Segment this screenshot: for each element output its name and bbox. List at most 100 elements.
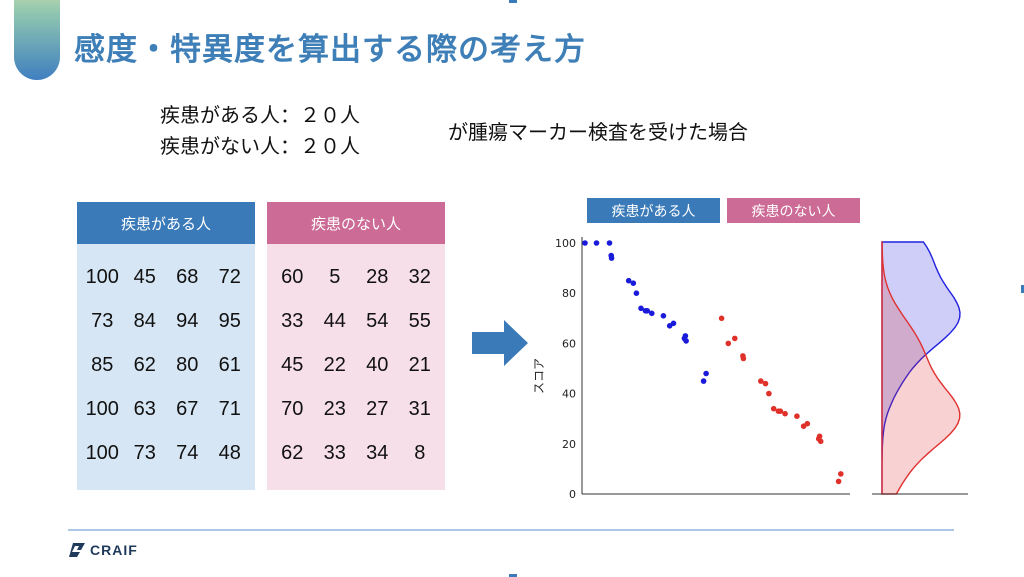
scatter-point <box>593 240 600 246</box>
score-cell: 55 <box>408 309 431 332</box>
scatter-point <box>740 355 747 362</box>
scatter-point <box>666 323 673 329</box>
scatter-point <box>660 313 667 319</box>
negative-group-header: 疾患のない人 <box>267 202 445 244</box>
scatter-point <box>766 390 772 397</box>
scatter-point <box>606 240 613 246</box>
score-cell: 31 <box>408 397 431 420</box>
score-cell: 84 <box>133 309 156 332</box>
score-cell: 21 <box>408 353 431 376</box>
scatter-point <box>649 310 655 317</box>
y-tick-label: 20 <box>562 438 576 451</box>
scatter-point <box>703 370 709 377</box>
score-cell: 45 <box>133 265 156 288</box>
score-cell: 27 <box>366 397 389 420</box>
guide-tick-right <box>1021 285 1024 293</box>
scatter-point <box>582 240 588 246</box>
negative-score-grid: 60 5 28 32 33 44 54 55 45 22 40 21 70 23 27 31 62 33 34 8 <box>267 244 445 475</box>
intro-line-negative: 疾患がない人：２０人 <box>160 134 360 158</box>
score-cell: 60 <box>281 265 304 288</box>
decorative-corner-pill <box>14 0 60 80</box>
score-cell: 8 <box>414 441 426 464</box>
scatter-point <box>638 305 644 312</box>
guide-tick-bottom <box>509 574 517 577</box>
score-cell: 32 <box>408 265 431 288</box>
brand-mark-icon <box>69 543 85 557</box>
intro-tail: が腫瘍マーカー検査を受けた場合 <box>448 120 748 144</box>
scatter-point <box>633 290 640 296</box>
scatter-point <box>838 471 844 477</box>
intro-line-positive: 疾患がある人：２０人 <box>160 103 360 127</box>
score-cell: 40 <box>366 353 389 376</box>
scatter-point <box>725 340 732 347</box>
score-cell: 70 <box>281 397 304 420</box>
scatter-point <box>758 378 764 384</box>
arrow-right-icon <box>472 320 528 366</box>
scatter-point <box>794 413 800 419</box>
density-curve-negative <box>881 241 961 495</box>
score-cell: 71 <box>218 397 241 420</box>
score-cell: 74 <box>176 441 199 464</box>
score-cell: 68 <box>176 265 199 288</box>
score-cell: 54 <box>366 309 389 332</box>
legend-negative: 疾患のない人 <box>727 198 860 223</box>
score-cell: 72 <box>218 265 241 288</box>
legend-positive: 疾患がある人 <box>587 198 720 223</box>
y-tick-label: 60 <box>562 337 576 350</box>
brand-logo: CRAIF <box>68 542 138 558</box>
scatter-point <box>683 338 689 344</box>
score-cell: 73 <box>133 441 156 464</box>
density-plot <box>872 241 968 495</box>
scatter-point <box>625 277 632 284</box>
scatter-chart: 0 20 40 60 80 100 スコア <box>532 237 850 501</box>
score-cell: 63 <box>133 397 156 420</box>
score-cell: 48 <box>218 441 241 464</box>
score-cell: 23 <box>323 397 346 420</box>
score-cell: 95 <box>218 309 241 332</box>
scatter-point <box>644 308 651 314</box>
scatter-point <box>762 380 769 387</box>
score-cell: 80 <box>176 353 199 376</box>
scatter-point <box>817 438 824 445</box>
positive-group-card: 疾患がある人 100 45 68 72 73 84 94 95 85 62 80 61 100 63 67 7… <box>77 202 255 490</box>
score-cell: 100 <box>85 265 119 288</box>
scatter-point <box>630 280 637 286</box>
score-cell: 100 <box>85 441 119 464</box>
scatter-point <box>800 423 807 429</box>
scatter-point <box>770 405 777 412</box>
brand-name: CRAIF <box>90 542 138 558</box>
scatter-point <box>835 478 842 485</box>
positive-score-grid: 100 45 68 72 73 84 94 95 85 62 80 61 100 63 67 71 100 73 7… <box>77 244 255 475</box>
footer-divider <box>68 529 954 531</box>
score-cell: 100 <box>85 397 119 420</box>
guide-tick-top <box>509 0 517 3</box>
scatter-point <box>732 335 738 342</box>
score-cell: 34 <box>366 441 389 464</box>
score-cell: 33 <box>323 441 346 464</box>
y-tick-label: 0 <box>569 488 576 501</box>
score-cell: 61 <box>218 353 241 376</box>
scatter-point <box>782 410 788 417</box>
y-tick-label: 100 <box>555 237 576 250</box>
score-cell: 94 <box>176 309 199 332</box>
intro-lines: 疾患がある人：２０人 疾患がない人：２０人 <box>160 100 360 162</box>
score-cell: 5 <box>329 265 341 288</box>
positive-group-header: 疾患がある人 <box>77 202 255 244</box>
score-cell: 33 <box>281 309 304 332</box>
score-cell: 62 <box>281 441 304 464</box>
scatter-point <box>718 315 725 322</box>
score-cell: 22 <box>323 353 346 376</box>
y-tick-label: 40 <box>562 388 576 401</box>
score-cell: 73 <box>91 309 114 332</box>
score-cell: 28 <box>366 265 389 288</box>
scatter-point <box>777 408 784 414</box>
y-axis-title: スコア <box>532 358 546 394</box>
score-cell: 67 <box>176 397 199 420</box>
scatter-point <box>608 255 615 261</box>
score-cell: 62 <box>133 353 156 376</box>
score-cell: 45 <box>281 353 304 376</box>
page-title: 感度・特異度を算出する際の考え方 <box>74 32 586 68</box>
y-tick-label: 80 <box>562 287 576 300</box>
score-cell: 85 <box>91 353 114 376</box>
scatter-point <box>700 378 707 384</box>
